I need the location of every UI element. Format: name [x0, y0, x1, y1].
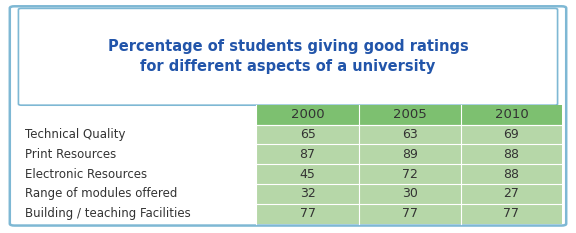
Text: 72: 72	[402, 168, 418, 181]
Text: Electronic Resources: Electronic Resources	[25, 168, 147, 181]
Text: Percentage of students giving good ratings: Percentage of students giving good ratin…	[108, 39, 468, 54]
Text: 77: 77	[503, 207, 520, 220]
Bar	[256, 184, 562, 204]
Text: 63: 63	[402, 128, 418, 141]
Text: 2010: 2010	[495, 108, 528, 121]
Text: 87: 87	[300, 148, 316, 161]
Text: 77: 77	[402, 207, 418, 220]
Text: 65: 65	[300, 128, 316, 141]
Text: 88: 88	[503, 148, 520, 161]
Text: for different aspects of a university: for different aspects of a university	[141, 59, 435, 74]
Text: 88: 88	[503, 168, 520, 181]
Text: Range of modules offered: Range of modules offered	[25, 188, 177, 200]
Text: 89: 89	[402, 148, 418, 161]
Text: 2000: 2000	[291, 108, 324, 121]
Bar	[256, 125, 562, 144]
FancyBboxPatch shape	[10, 6, 566, 226]
Text: 32: 32	[300, 188, 316, 200]
Text: 30: 30	[402, 188, 418, 200]
Text: 77: 77	[300, 207, 316, 220]
Text: Technical Quality: Technical Quality	[25, 128, 125, 141]
Text: 45: 45	[300, 168, 316, 181]
Bar	[256, 164, 562, 184]
Text: Print Resources: Print Resources	[25, 148, 116, 161]
FancyBboxPatch shape	[18, 8, 558, 105]
Bar	[256, 204, 562, 224]
Text: 69: 69	[503, 128, 520, 141]
Bar	[256, 144, 562, 164]
Text: 27: 27	[503, 188, 520, 200]
Text: Building / teaching Facilities: Building / teaching Facilities	[25, 207, 191, 220]
Bar	[256, 105, 562, 125]
Text: 2005: 2005	[393, 108, 427, 121]
